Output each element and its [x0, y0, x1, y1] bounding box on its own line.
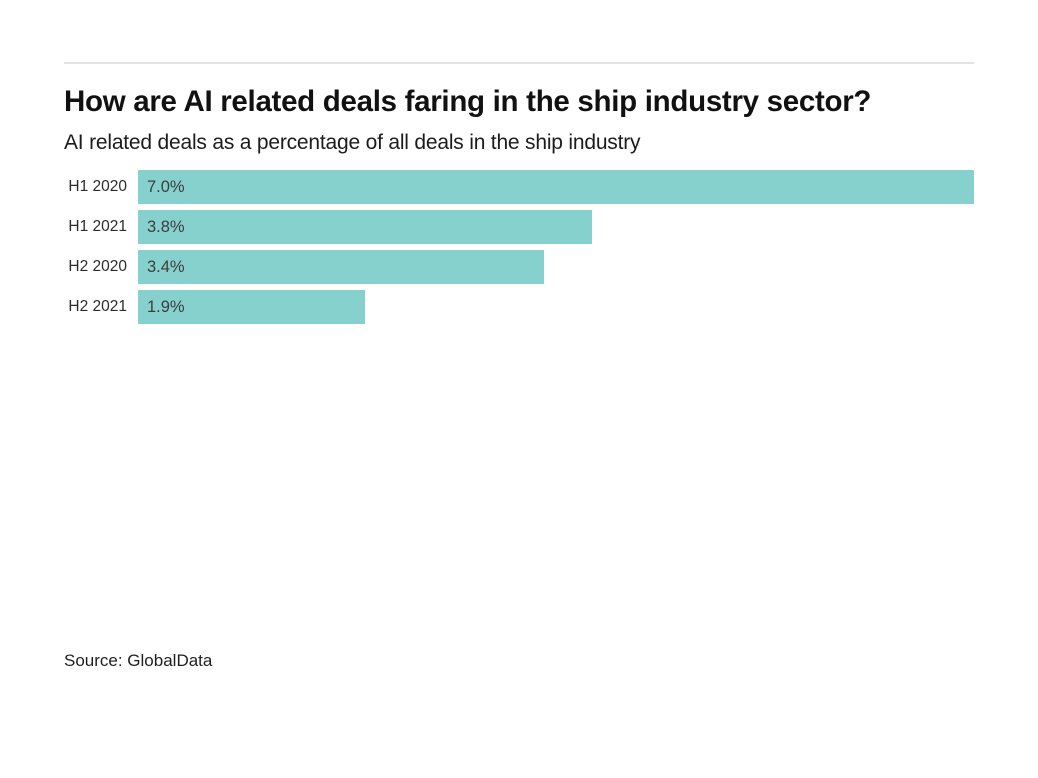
bar-track: 3.8% — [138, 210, 974, 244]
bar: 3.4% — [138, 250, 545, 284]
source-text: Source: GlobalData — [64, 651, 213, 670]
bar: 1.9% — [138, 290, 365, 324]
category-label: H2 2021 — [68, 298, 127, 315]
page-title: How are AI related deals faring in the s… — [64, 85, 872, 118]
chart-subtitle: AI related deals as a percentage of all … — [64, 131, 641, 154]
category-label: H2 2020 — [68, 258, 127, 275]
bar-chart: H1 2020 7.0% H1 2021 3.8% H2 2020 3.4% H2 2021… — [64, 170, 974, 324]
chart-row: H1 2021 3.8% — [64, 210, 974, 244]
bar-track: 3.4% — [138, 250, 974, 284]
value-label: 7.0% — [147, 177, 185, 196]
chart-row: H2 2021 1.9% — [64, 290, 974, 324]
chart-row: H1 2020 7.0% — [64, 170, 974, 204]
bar: 3.8% — [138, 210, 592, 244]
bar-track: 1.9% — [138, 290, 974, 324]
value-label: 3.8% — [147, 217, 185, 236]
chart-row: H2 2020 3.4% — [64, 250, 974, 284]
bar-track: 7.0% — [138, 170, 974, 204]
value-label: 3.4% — [147, 257, 185, 276]
top-divider — [64, 62, 974, 64]
bar: 7.0% — [138, 170, 974, 204]
category-label: H1 2020 — [68, 178, 127, 195]
value-label: 1.9% — [147, 297, 185, 316]
category-label: H1 2021 — [68, 218, 127, 235]
